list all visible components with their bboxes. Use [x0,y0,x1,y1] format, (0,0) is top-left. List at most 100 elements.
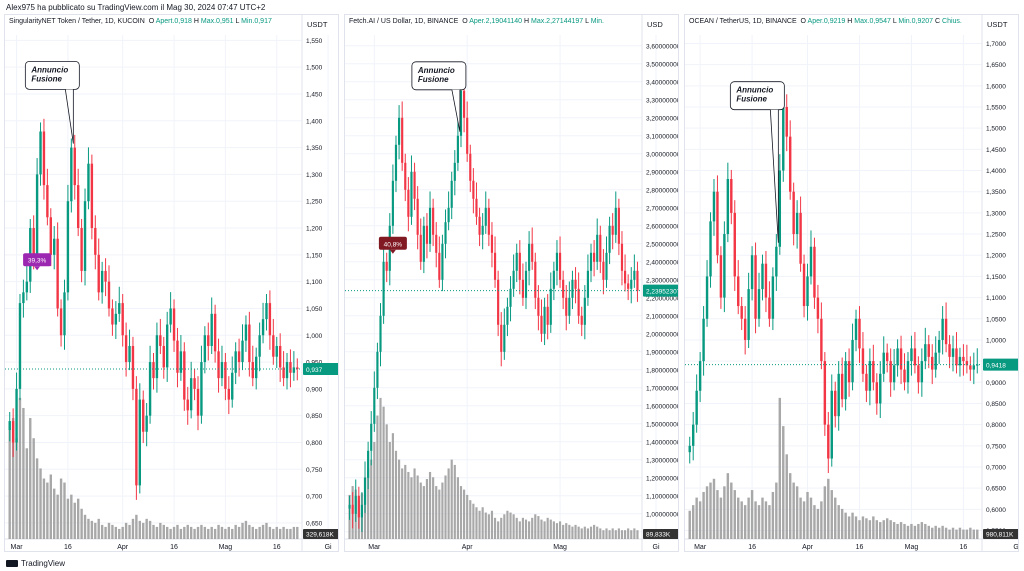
candle-body [428,207,432,244]
open-value: Apert.0,918 [155,18,192,25]
candle-body [466,117,469,154]
volume-bar [712,478,716,539]
y-tick-label: 1,40000000 [646,439,679,446]
high-value: Max.0,9547 [854,18,891,25]
volume-bar [251,526,254,539]
candle-body [955,348,958,366]
volume-bar [948,529,951,539]
volume-bar [830,490,833,539]
y-tick-label: 1,20000000 [646,475,679,482]
volume-bar [771,491,775,539]
currency-label: USDT [307,20,328,29]
volume-bar [543,521,546,539]
candle-body [882,352,885,374]
publisher-header: Alex975 ha pubblicato su TradingView.com… [6,3,266,12]
volume-bar [899,522,903,539]
candle-body [854,318,858,340]
low-value: Min. [590,18,604,25]
volume-bar [292,526,296,539]
candle-body [244,324,248,341]
candle-body [806,276,809,307]
volume-bar [802,501,806,539]
volume-bar [8,428,11,539]
volume-bar [754,501,757,539]
candle-body [282,367,285,379]
candlestick-chart-svg[interactable]: USDT 1,7000 1,6500 1,6000 1,5500 1,5000 1,4500… [685,15,1019,552]
volume-bar [463,489,466,539]
candle-body [614,207,617,235]
candle-body [419,234,422,262]
chart-panel-singularitynet[interactable]: SingularityNET Token / Tether, 1D, KUCOI… [4,14,339,552]
y-tick-label: 1,3000 [986,210,1006,217]
volume-bar [59,478,63,539]
volume-bar [296,526,299,539]
chart-panel-fetchai[interactable]: Fetch.AI / US Dollar, 1D, BINANCE O Aper… [344,14,679,552]
candle-body [868,361,872,391]
volume-bar [248,524,251,539]
candle-body [927,344,930,357]
chart-panel-ocean[interactable]: OCEAN / TetherUS, 1D, BINANCE O Aper.0,9… [684,14,1019,552]
y-tick-label: 2,20000000 [646,295,679,302]
volume-bar [602,530,605,539]
candle-body [83,201,87,271]
volume-bar [373,441,376,539]
candle-body [920,361,924,383]
candle-body [937,339,941,353]
volume-bar [56,494,59,539]
candle-body [847,361,851,383]
volume-bar [733,490,736,539]
candle-body [521,279,524,298]
y-tick-label: 1,200 [306,226,323,233]
volume-bar [265,522,268,539]
candlestick-chart-svg[interactable]: USD 3,60000000 3,50000000 3,40000000 3,30000… [345,15,679,552]
y-tick-label: 1,4500 [986,147,1006,154]
candle-body [788,136,792,192]
y-tick-label: 0,700 [306,494,323,501]
volume-bar [816,508,820,539]
y-tick-label: 2,00000000 [646,331,679,338]
candle-body [500,324,503,352]
y-tick-label: 1,5500 [986,105,1006,112]
volume-bar [118,528,121,539]
candle-body [397,117,401,145]
candle-body [268,303,272,336]
volume-bar [500,517,503,539]
volume-bar [135,514,138,539]
volume-bar [385,424,388,539]
volume-bar [76,498,80,539]
volume-bar [630,530,633,539]
footer-brand: TradingView [21,559,66,568]
candle-body [552,270,555,289]
x-tick-label: Mag [905,544,919,551]
current-price-box [303,363,338,376]
volume-bar [847,516,851,539]
candle-body [441,243,444,280]
candle-body [782,107,785,171]
currency-label: USD [647,20,663,29]
volume-bar [210,526,213,539]
candle-body [906,361,910,383]
candlestick-chart-svg[interactable]: USDT 1,550 1,500 1,450 1,400 1,350 1,300 1,250 1… [5,15,339,552]
candle-body [969,365,972,370]
volume-bar [531,517,534,539]
candle-body [549,288,552,325]
candle-body [217,351,220,379]
volume-bar [111,524,114,539]
candle-body [370,423,373,451]
volume-bar [589,526,593,539]
candle-body [148,362,152,416]
candle-body [754,255,757,319]
volume-bar [53,488,56,539]
volume-bar [889,520,892,539]
y-tick-label: 1,450 [306,91,323,98]
annotation-callout-pointer [64,89,74,144]
volume-bar [227,526,231,539]
candle-body [512,270,515,289]
volume-bar [503,514,506,539]
volume-bar [165,526,169,539]
volume-bar [425,479,429,539]
volume-bar [730,482,733,539]
candle-body [152,362,155,379]
volume-bar [768,505,771,539]
volume-bar [698,501,702,539]
